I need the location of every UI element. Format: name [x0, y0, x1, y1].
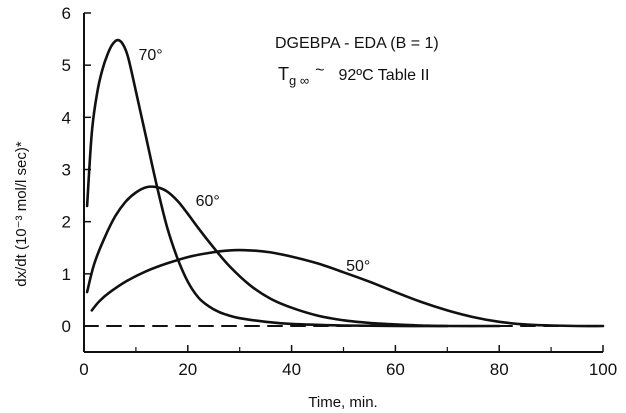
series-layer — [83, 38, 605, 328]
tg-value: 92ºC Table II — [338, 67, 429, 84]
x-axis-label: Time, min. — [308, 394, 377, 411]
system-annotation: DGEBPA - EDA (B = 1) — [275, 35, 439, 52]
y-tick-label: 2 — [62, 213, 71, 232]
x-tick-label: 20 — [178, 360, 197, 379]
curve-label-70: 70° — [138, 47, 162, 64]
x-tick-label: 80 — [490, 360, 509, 379]
tg-symbol: T — [278, 64, 289, 84]
labels-layer: 70° 60° 50° — [138, 47, 370, 275]
tg-annotation: Tg ∞ ~ 92ºC Table II — [278, 62, 429, 88]
x-tick-label: 100 — [589, 360, 617, 379]
y-tick-label: 6 — [62, 4, 71, 23]
series-line-70 — [85, 38, 449, 328]
tg-subscript: g ∞ — [289, 73, 309, 88]
x-tick-label: 40 — [282, 360, 301, 379]
x-tick-label: 0 — [79, 360, 88, 379]
y-tick-label: 3 — [62, 161, 71, 180]
y-tick-label: 4 — [62, 108, 71, 127]
series-line-60 — [85, 185, 501, 328]
y-tick-label: 0 — [62, 317, 71, 336]
series-line-50 — [90, 248, 605, 328]
x-tick-label: 60 — [386, 360, 405, 379]
y-tick-label: 1 — [62, 265, 71, 284]
curve-label-60: 60° — [196, 193, 220, 210]
y-tick-label: 5 — [62, 56, 71, 75]
curve-label-50: 50° — [346, 258, 370, 275]
tg-approx: ~ — [315, 62, 324, 79]
y-axis-label: dx/dt (10⁻³ mol/l sec)* — [13, 141, 30, 287]
